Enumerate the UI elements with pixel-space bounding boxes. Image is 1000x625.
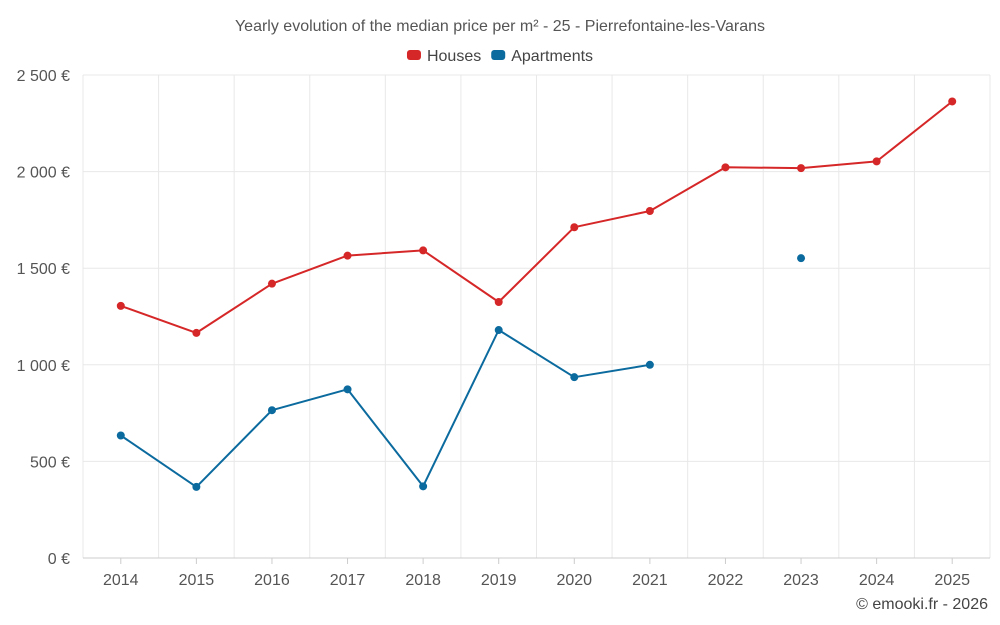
x-tick-label: 2016 xyxy=(254,572,290,589)
credit-text: © emooki.fr - 2026 xyxy=(856,596,988,613)
grid xyxy=(82,74,991,559)
x-tick-label: 2022 xyxy=(708,572,744,589)
x-tick-label: 2024 xyxy=(859,572,895,589)
x-tick-label: 2014 xyxy=(103,572,139,589)
legend: Houses Apartments xyxy=(406,48,593,65)
series-apartments xyxy=(116,254,806,491)
y-tick-label: 2 500 € xyxy=(17,68,70,85)
y-tick-label: 0 € xyxy=(48,551,70,568)
data-point-houses[interactable] xyxy=(116,301,125,310)
data-point-apartments[interactable] xyxy=(192,482,201,491)
x-tick-label: 2019 xyxy=(481,572,517,589)
data-point-apartments[interactable] xyxy=(570,373,579,382)
data-point-apartments[interactable] xyxy=(116,431,125,440)
y-tick-label: 500 € xyxy=(30,454,70,471)
series-layer xyxy=(116,97,957,491)
y-tick-label: 1 500 € xyxy=(17,261,70,278)
data-point-houses[interactable] xyxy=(872,157,881,166)
data-point-houses[interactable] xyxy=(948,97,957,106)
data-point-apartments[interactable] xyxy=(267,406,276,415)
data-point-apartments[interactable] xyxy=(343,385,352,394)
data-point-houses[interactable] xyxy=(267,279,276,288)
data-point-houses[interactable] xyxy=(343,251,352,260)
x-axis: 2014 2015 2016 2017 2018 2019 2020 2021 2022 2023… xyxy=(103,558,970,589)
y-tick-label: 1 000 € xyxy=(17,358,70,375)
legend-label-houses[interactable]: Houses xyxy=(427,48,481,65)
x-tick-label: 2017 xyxy=(330,572,366,589)
data-point-apartments[interactable] xyxy=(797,254,806,263)
series-line-houses xyxy=(120,100,953,334)
x-tick-label: 2015 xyxy=(179,572,215,589)
x-tick-label: 2018 xyxy=(405,572,441,589)
legend-label-apartments[interactable]: Apartments xyxy=(511,48,593,65)
legend-swatch-houses xyxy=(406,50,421,60)
data-point-houses[interactable] xyxy=(645,207,654,216)
data-point-apartments[interactable] xyxy=(645,360,654,369)
x-tick-label: 2025 xyxy=(934,572,970,589)
chart-title: Yearly evolution of the median price per… xyxy=(235,18,765,35)
y-tick-label: 2 000 € xyxy=(17,165,70,182)
y-axis: 0 € 500 € 1 000 € 1 500 € 2 000 € 2 500 € xyxy=(17,68,70,568)
data-point-houses[interactable] xyxy=(419,246,428,255)
data-point-houses[interactable] xyxy=(721,163,730,172)
legend-swatch-apartments xyxy=(491,50,506,60)
data-point-houses[interactable] xyxy=(192,328,201,337)
data-point-houses[interactable] xyxy=(797,164,806,173)
x-tick-label: 2020 xyxy=(556,572,592,589)
data-point-apartments[interactable] xyxy=(419,482,428,491)
x-tick-label: 2023 xyxy=(783,572,819,589)
data-point-apartments[interactable] xyxy=(494,326,503,335)
series-houses xyxy=(116,97,957,337)
x-tick-label: 2021 xyxy=(632,572,668,589)
data-point-houses[interactable] xyxy=(494,298,503,307)
data-point-houses[interactable] xyxy=(570,223,579,232)
